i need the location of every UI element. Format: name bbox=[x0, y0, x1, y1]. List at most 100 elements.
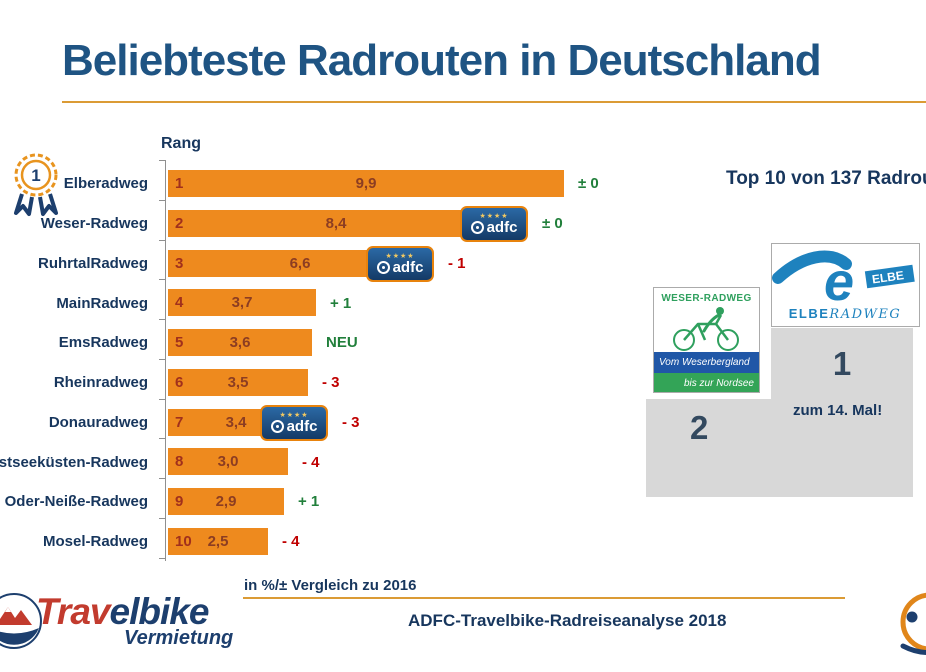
change-vs-2016: - 4 bbox=[302, 453, 320, 471]
value-bar: 2 8,4 bbox=[168, 209, 504, 237]
source-caption: ADFC-Travelbike-Radreiseanalyse 2018 bbox=[408, 611, 727, 630]
value-bar: 8 3,0 bbox=[168, 448, 288, 476]
axis-tick bbox=[159, 557, 165, 559]
podium-step-2: 2 zum 14. Mal! bbox=[646, 399, 913, 497]
route-label: EmsRadweg bbox=[58, 334, 148, 352]
change-vs-2016: NEU bbox=[326, 334, 358, 352]
top10-headline: Top 10 von 137 Radrouten bbox=[726, 168, 926, 189]
badge-stars: ★★★★ bbox=[479, 212, 509, 220]
adfc-wheel-icon bbox=[470, 220, 484, 234]
axis-tick bbox=[159, 239, 165, 241]
chart-row: Ostseeküsten-Radweg 8 3,0- 4 bbox=[0, 442, 660, 482]
bar-value: 3,7 bbox=[231, 294, 253, 312]
value-bar: 5 3,6 bbox=[168, 329, 312, 356]
value-bar: 4 3,7 bbox=[168, 289, 316, 317]
bar-value: 3,4 bbox=[225, 413, 247, 431]
chart-row: Elberadweg 1 9,9 ± 0 bbox=[0, 164, 660, 204]
cyclist-icon bbox=[673, 307, 739, 351]
value-bar: 1 9,9 bbox=[168, 170, 564, 197]
elbe-name-bold: ELBE bbox=[789, 306, 830, 321]
axis-tick bbox=[159, 279, 165, 281]
route-label: Oder-Neiße-Radweg bbox=[4, 493, 148, 511]
value-bar: 10 2,5 bbox=[168, 527, 268, 555]
rank-number: 9 bbox=[175, 493, 184, 510]
rank-number: 5 bbox=[175, 334, 184, 351]
rank-number: 3 bbox=[175, 254, 184, 272]
chart-row: Oder-Neiße-Radweg 9 2,9 + 1 bbox=[0, 482, 660, 522]
brand-wordmark: Travelbike bbox=[36, 591, 210, 633]
adfc-label: adfc bbox=[286, 417, 318, 435]
bar-value: 3,5 bbox=[227, 373, 249, 391]
route-label: Donauradweg bbox=[48, 413, 148, 431]
route-label: Weser-Radweg bbox=[40, 215, 148, 233]
change-vs-2016: + 1 bbox=[330, 294, 352, 312]
chart-row: EmsRadweg 5 3,6 NEU bbox=[0, 323, 660, 363]
axis-tick bbox=[159, 517, 165, 519]
bar-value: 6,6 bbox=[289, 254, 311, 272]
footer-underline bbox=[243, 597, 845, 599]
brand-subtitle: Vermietung bbox=[124, 627, 234, 649]
axis-tick bbox=[159, 398, 165, 400]
axis-tick bbox=[159, 199, 165, 201]
weser-logo-line1: Vom Weserbergland bbox=[654, 352, 759, 373]
change-vs-2016: + 1 bbox=[298, 493, 320, 511]
rank-axis-label: Rang bbox=[161, 135, 201, 152]
rank-number: 4 bbox=[175, 294, 184, 312]
value-bar: 6 3,5 bbox=[168, 368, 308, 396]
route-label: RuhrtalRadweg bbox=[37, 254, 148, 272]
adfc-quality-badge: ★★★★ adfc bbox=[460, 205, 528, 242]
adfc-label: adfc bbox=[486, 218, 518, 236]
chart-rows: Elberadweg 1 9,9 ± 0 Weser-Radweg 2 8,4 ★★★★ adf… bbox=[0, 164, 660, 562]
elberadweg-logo-graphic: e ELBE ELBERADWEG bbox=[772, 250, 915, 322]
weser-radweg-logo: WESER-RADWEG Vom Weserbergland bis zur N… bbox=[653, 287, 760, 393]
change-vs-2016: ± 0 bbox=[578, 175, 599, 193]
change-vs-2016: - 3 bbox=[342, 413, 360, 431]
badge-stars: ★★★★ bbox=[279, 411, 309, 419]
axis-tick bbox=[159, 319, 165, 320]
axis-tick bbox=[159, 358, 165, 360]
bar-value: 2,5 bbox=[207, 532, 229, 550]
elberadweg-logo: e ELBE ELBERADWEG bbox=[771, 243, 920, 327]
podium-first-number: 1 bbox=[832, 344, 852, 382]
medal-number: 1 bbox=[31, 166, 40, 185]
route-label: Rheinradweg bbox=[53, 374, 148, 392]
winner-medal-icon: 1 bbox=[14, 153, 58, 216]
weser-logo-line2: bis zur Nordsee bbox=[654, 373, 759, 392]
brand-red-part: Trav bbox=[36, 591, 110, 632]
chart-axis bbox=[165, 160, 166, 561]
change-vs-2016: - 3 bbox=[322, 374, 340, 392]
axis-tick bbox=[159, 438, 165, 440]
change-vs-2016: - 4 bbox=[282, 533, 300, 551]
route-label: MainRadweg bbox=[56, 294, 148, 312]
adfc-quality-badge: ★★★★ adfc bbox=[366, 245, 434, 282]
podium-step-1: 1 bbox=[771, 328, 913, 399]
elbe-ribbon-text: ELBE bbox=[871, 268, 905, 286]
rank-number: 10 bbox=[175, 532, 192, 550]
unit-note: in %/± Vergleich zu 2016 bbox=[244, 577, 417, 594]
rank-number: 1 bbox=[175, 175, 184, 192]
travelbike-logo-icon bbox=[0, 593, 42, 649]
route-label: Elberadweg bbox=[63, 175, 148, 193]
chart-row: Donauradweg 7 3,4 ★★★★ adfc - 3 bbox=[0, 403, 660, 443]
chart-row: MainRadweg 4 3,7 + 1 bbox=[0, 283, 660, 323]
chart-row: Mosel-Radweg 10 2,5- 4 bbox=[0, 522, 660, 562]
adfc-label: adfc bbox=[392, 258, 424, 276]
bar-value: 3,6 bbox=[229, 334, 251, 351]
radreiseanalyse-logo-icon bbox=[900, 592, 926, 655]
rank-number: 6 bbox=[175, 373, 184, 391]
elbe-big-letter: e bbox=[824, 252, 854, 312]
brand-blue-part: elbike bbox=[109, 591, 210, 632]
adfc-wheel-icon bbox=[270, 419, 284, 433]
bar-value: 3,0 bbox=[217, 453, 239, 471]
chart-row: Rheinradweg 6 3,5- 3 bbox=[0, 363, 660, 403]
podium-second-number: 2 bbox=[690, 409, 709, 446]
chart-row: RuhrtalRadweg 3 6,6 ★★★★ adfc - 1 bbox=[0, 244, 660, 284]
rank-number: 2 bbox=[175, 214, 184, 232]
title-underline bbox=[62, 101, 926, 103]
svg-text:ELBERADWEG: ELBERADWEG bbox=[789, 306, 902, 322]
rank-number: 7 bbox=[175, 413, 184, 431]
chart-row: Weser-Radweg 2 8,4 ★★★★ adfc ± 0 bbox=[0, 204, 660, 244]
rank-number: 8 bbox=[175, 453, 184, 471]
change-vs-2016: - 1 bbox=[448, 254, 466, 272]
